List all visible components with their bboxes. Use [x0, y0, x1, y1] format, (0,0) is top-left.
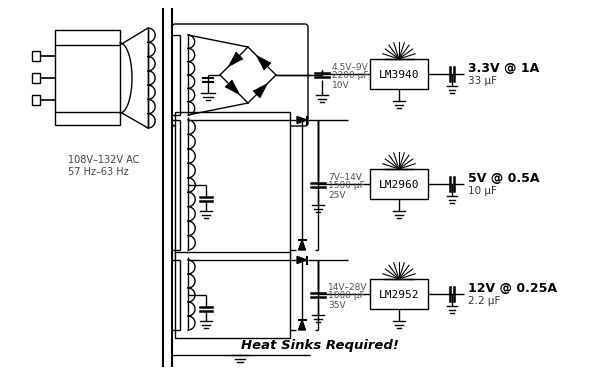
Bar [32, 95, 40, 105]
FancyBboxPatch shape [172, 24, 308, 126]
Text: LM2960: LM2960 [379, 180, 419, 190]
Text: 5V @ 0.5A: 5V @ 0.5A [468, 172, 539, 186]
Text: 2200 μF: 2200 μF [332, 72, 368, 81]
Text: 108V–132V AC: 108V–132V AC [68, 155, 139, 165]
Bar [32, 51, 40, 61]
Bar [370, 279, 428, 309]
Text: 10 μF: 10 μF [468, 186, 497, 196]
Text: LM2952: LM2952 [379, 290, 419, 300]
Text: 57 Hz–63 Hz: 57 Hz–63 Hz [68, 167, 128, 177]
Text: Heat Sinks Required!: Heat Sinks Required! [241, 339, 399, 351]
Text: 25V: 25V [328, 190, 346, 200]
Polygon shape [299, 320, 305, 330]
Text: 7V–14V: 7V–14V [328, 172, 362, 182]
Bar [175, 252, 290, 338]
Polygon shape [229, 53, 242, 66]
Text: 1000 μF: 1000 μF [328, 291, 365, 300]
Text: 12V @ 0.25A: 12V @ 0.25A [468, 282, 557, 296]
Text: 14V–28V: 14V–28V [328, 282, 367, 291]
Bar [370, 169, 428, 199]
Text: 10V: 10V [332, 81, 350, 90]
Text: LM3940: LM3940 [379, 70, 419, 80]
Text: 4.5V–9V: 4.5V–9V [332, 63, 369, 72]
Text: 33 μF: 33 μF [468, 76, 497, 86]
Polygon shape [254, 84, 267, 97]
Bar [370, 59, 428, 89]
Polygon shape [297, 117, 307, 123]
Text: 35V: 35V [328, 300, 346, 309]
Polygon shape [257, 56, 270, 69]
Bar [175, 112, 290, 258]
Text: 2.2 μF: 2.2 μF [468, 296, 500, 306]
Text: 3.3V @ 1A: 3.3V @ 1A [468, 63, 539, 75]
Bar [32, 73, 40, 83]
Polygon shape [226, 81, 239, 94]
Polygon shape [299, 240, 305, 250]
Bar [55, 30, 120, 125]
Text: 1500 μF: 1500 μF [328, 182, 365, 190]
Polygon shape [297, 256, 307, 264]
